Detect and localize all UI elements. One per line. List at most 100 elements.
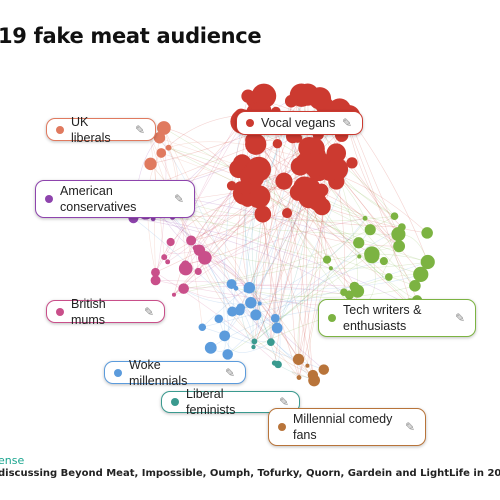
cluster-label-text: Vocal vegans: [261, 116, 336, 130]
graph-node-tech-writers: [409, 280, 421, 292]
graph-edge: [347, 124, 411, 304]
page-title: 19 fake meat audience: [0, 24, 262, 48]
graph-edge: [198, 218, 366, 272]
pencil-icon[interactable]: ✎: [225, 365, 236, 380]
graph-edge: [161, 115, 242, 154]
graph-node-british-mums: [150, 275, 161, 286]
graph-node-liberal-feminists: [251, 338, 258, 345]
graph-node-tech-writers: [351, 284, 365, 298]
graph-edge: [133, 217, 350, 296]
graph-node-woke-millennials: [234, 305, 245, 316]
graph-edge: [204, 257, 314, 376]
graph-node-british-mums: [165, 259, 171, 265]
graph-node-tech-writers: [379, 257, 388, 266]
graph-node-woke-millennials: [243, 281, 256, 294]
graph-edge: [227, 233, 399, 355]
footer-description: discussing Beyond Meat, Impossible, Oump…: [0, 468, 500, 479]
graph-node-tech-writers: [357, 254, 362, 259]
cluster-label-tech-writers[interactable]: Tech writers & enthusiasts ✎: [318, 299, 476, 337]
graph-node-woke-millennials: [227, 306, 238, 317]
graph-node-vocal-vegans: [275, 172, 293, 190]
graph-node-woke-millennials: [204, 341, 217, 354]
graph-node-liberal-feminists: [266, 338, 275, 347]
graph-node-british-mums: [194, 267, 202, 275]
graph-edge: [275, 260, 384, 319]
pencil-icon[interactable]: ✎: [174, 192, 185, 206]
graph-edge: [183, 284, 355, 289]
cluster-color-dot: [56, 307, 64, 316]
cluster-label-woke-millennials[interactable]: Woke millennials ✎: [104, 358, 246, 388]
pencil-icon[interactable]: ✎: [135, 122, 146, 137]
cluster-label-text: Millennial comedy fans: [293, 412, 393, 442]
pencil-icon[interactable]: ✎: [405, 420, 416, 434]
pencil-icon[interactable]: ✎: [455, 311, 466, 325]
cluster-label-american-conservatives[interactable]: American conservatives ✎: [35, 180, 195, 218]
graph-node-vocal-vegans: [295, 152, 316, 173]
graph-node-uk-liberals: [165, 144, 172, 151]
graph-node-woke-millennials: [257, 301, 262, 306]
graph-node-tech-writers: [364, 246, 380, 262]
graph-node-vocal-vegans: [320, 154, 331, 164]
cluster-color-dot: [278, 423, 286, 431]
graph-edge: [153, 218, 411, 307]
cluster-label-liberal-feminists[interactable]: Liberal feminists ✎: [161, 387, 300, 417]
footer-label: ense: [0, 454, 25, 467]
graph-edge: [133, 217, 240, 311]
graph-node-vocal-vegans: [245, 133, 267, 155]
graph-node-vocal-vegans: [326, 143, 347, 163]
graph-edge: [249, 274, 421, 290]
graph-edge: [183, 288, 247, 299]
network-graph: [125, 83, 435, 387]
graph-node-woke-millennials: [198, 323, 207, 331]
graph-node-british-mums: [151, 267, 160, 277]
graph-edge: [159, 137, 232, 285]
graph-node-vocal-vegans: [308, 87, 332, 110]
graph-node-millennial-comedy: [308, 374, 321, 387]
graph-node-woke-millennials: [214, 314, 224, 324]
graph-node-british-mums: [186, 235, 197, 246]
graph-node-tech-writers: [340, 288, 348, 296]
graph-node-vocal-vegans: [238, 180, 253, 195]
graph-edge: [227, 226, 402, 355]
graph-edge: [155, 272, 279, 365]
cluster-label-text: Tech writers & enthusiasts: [343, 303, 422, 333]
graph-edge: [254, 256, 360, 342]
pencil-icon[interactable]: ✎: [144, 304, 155, 319]
graph-node-british-mums: [181, 260, 190, 269]
graph-node-tech-writers: [362, 215, 368, 221]
graph-node-woke-millennials: [219, 330, 231, 342]
pencil-icon[interactable]: ✎: [279, 395, 290, 409]
graph-edge: [190, 123, 348, 241]
graph-node-british-mums: [198, 251, 212, 265]
graph-edge: [297, 259, 328, 360]
graph-node-liberal-feminists: [251, 344, 256, 350]
graph-edge: [173, 200, 318, 295]
pencil-icon[interactable]: ✎: [342, 116, 353, 130]
cluster-color-dot: [246, 119, 254, 127]
graph-node-vocal-vegans: [226, 181, 237, 191]
graph-node-british-mums: [161, 254, 168, 261]
graph-node-british-mums: [171, 292, 177, 297]
cluster-label-millennial-comedy[interactable]: Millennial comedy fans ✎: [268, 408, 426, 446]
cluster-label-text: UK liberals: [71, 114, 111, 145]
cluster-label-british-mums[interactable]: British mums ✎: [46, 297, 165, 327]
graph-node-vocal-vegans: [240, 192, 255, 207]
graph-edge: [195, 247, 314, 376]
graph-edge: [145, 211, 276, 319]
graph-node-millennial-comedy: [296, 375, 302, 380]
graph-node-tech-writers: [413, 266, 429, 283]
cluster-label-vocal-vegans[interactable]: Vocal vegans ✎: [236, 111, 363, 135]
cluster-label-uk-liberals[interactable]: UK liberals ✎: [46, 115, 156, 145]
graph-edge: [202, 326, 324, 370]
graph-edge: [258, 168, 411, 307]
graph-edge: [199, 249, 299, 360]
graph-node-millennial-comedy: [292, 353, 305, 366]
graph-edge: [321, 206, 428, 234]
graph-node-vocal-vegans: [346, 157, 358, 169]
graph-node-tech-writers: [353, 237, 365, 249]
graph-node-tech-writers: [390, 212, 399, 221]
graph-node-tech-writers: [420, 254, 435, 270]
graph-edge: [218, 318, 271, 343]
graph-edge: [274, 181, 337, 319]
graph-edge: [235, 285, 415, 298]
